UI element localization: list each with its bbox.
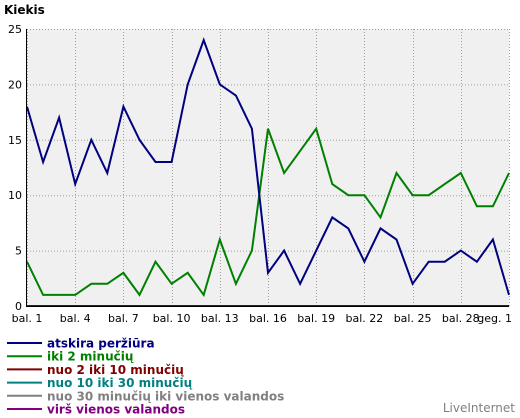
y-tick-label: 20 — [8, 78, 22, 91]
y-tick-label: 0 — [15, 300, 22, 313]
legend-label: iki 2 minučių — [47, 350, 134, 364]
series-line-1 — [26, 126, 510, 298]
x-tick-label: bal. 22 — [346, 312, 384, 325]
series-line-0 — [26, 37, 510, 296]
x-tick-label: bal. 16 — [249, 312, 287, 325]
axes — [26, 29, 509, 307]
x-tick-label: bal. 1 — [12, 312, 43, 325]
y-tick-label: 5 — [15, 245, 22, 258]
x-tick-label: bal. 19 — [297, 312, 335, 325]
y-tick-label: 25 — [8, 23, 22, 36]
y-tick-labels: 0 5 10 15 20 25 — [8, 23, 22, 313]
legend-label: virš vienos valandos — [47, 403, 185, 417]
chart-title: Kiekis — [4, 3, 45, 17]
legend-label: nuo 10 iki 30 minučių — [47, 376, 193, 390]
x-tick-label: bal. 13 — [201, 312, 239, 325]
x-tick-label: geg. 1 — [477, 312, 512, 325]
y-tick-label: 15 — [8, 134, 22, 147]
x-tick-labels: bal. 1 bal. 4 bal. 7 bal. 10 bal. 13 bal. 16 b… — [12, 312, 512, 325]
x-tick-label: bal. 10 — [153, 312, 191, 325]
legend-label: nuo 30 minučių iki vienos valandos — [47, 389, 284, 403]
y-tick-label: 10 — [8, 189, 22, 202]
x-tick-label: bal. 4 — [60, 312, 91, 325]
legend-label: nuo 2 iki 10 minučių — [47, 363, 184, 377]
brand-label: LiveInternet — [443, 401, 515, 415]
x-tick-label: bal. 28 — [442, 312, 480, 325]
x-tick-label: bal. 25 — [394, 312, 432, 325]
x-tick-label: bal. 7 — [108, 312, 139, 325]
legend-label: atskira peržiūra — [47, 337, 155, 351]
